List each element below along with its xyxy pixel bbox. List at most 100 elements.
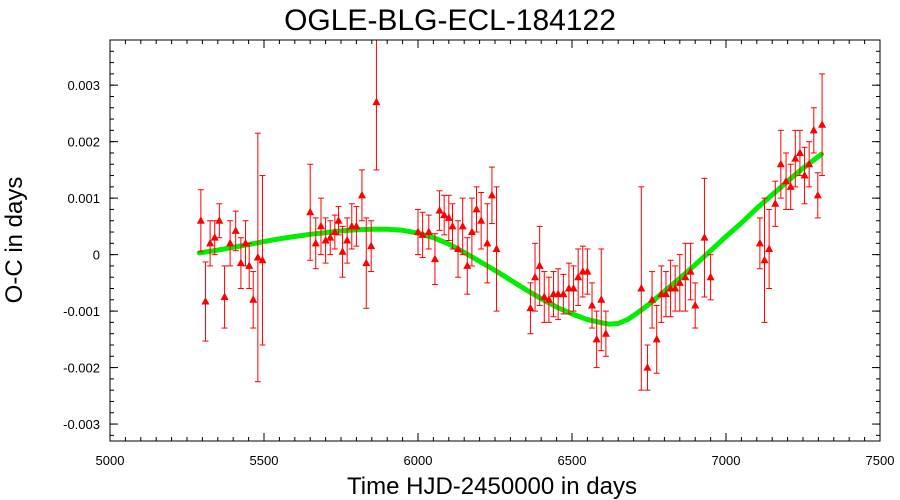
y-axis-label: O-C in days (1, 177, 28, 304)
point-marker (569, 284, 578, 292)
point-marker (526, 303, 535, 312)
data-point (643, 344, 652, 391)
data-point (760, 197, 769, 323)
data-point (306, 163, 315, 261)
data-point (706, 254, 715, 301)
data-point (448, 203, 457, 250)
point-marker (588, 300, 597, 309)
point-marker (771, 199, 780, 207)
point-marker (357, 190, 366, 199)
point-marker (210, 233, 219, 241)
point-marker (648, 295, 657, 303)
point-marker (472, 204, 481, 213)
data-point (454, 220, 463, 278)
x-tick-label: 6000 (404, 453, 433, 468)
point-marker (206, 238, 215, 247)
data-point (472, 186, 481, 233)
point-marker (483, 238, 492, 247)
point-marker (805, 159, 814, 168)
point-marker (795, 148, 804, 156)
data-points-layer (196, 40, 827, 391)
data-point (357, 169, 366, 222)
point-marker (430, 254, 439, 263)
point-marker (418, 230, 427, 238)
data-point (414, 208, 422, 256)
fit-curve-layer (196, 151, 824, 327)
point-marker (601, 329, 610, 337)
point-marker (236, 258, 245, 267)
point-marker (367, 241, 376, 250)
point-marker (306, 207, 315, 216)
data-point (805, 141, 814, 188)
data-point (220, 265, 229, 329)
data-point (440, 194, 449, 236)
data-point (231, 210, 240, 252)
data-point (583, 248, 592, 295)
point-marker (231, 226, 240, 234)
data-point (681, 242, 690, 312)
y-tick-label: 0.001 (67, 191, 100, 206)
point-marker (435, 206, 444, 214)
data-point (544, 276, 553, 323)
data-point (477, 191, 486, 250)
data-point (597, 248, 606, 352)
point-marker (226, 238, 235, 247)
data-point (637, 186, 646, 391)
point-marker (691, 300, 700, 309)
y-tick-label: 0 (93, 248, 100, 263)
data-point (559, 273, 568, 315)
data-point (418, 211, 427, 258)
data-point (755, 217, 764, 270)
point-marker (215, 216, 224, 224)
data-point (367, 220, 376, 273)
point-marker (686, 267, 695, 275)
y-tick-label: 0.003 (67, 78, 100, 93)
data-point (338, 225, 347, 278)
data-point (535, 225, 544, 306)
data-point (362, 217, 371, 309)
point-marker (776, 159, 785, 168)
point-marker (201, 296, 210, 305)
point-marker (782, 176, 791, 185)
x-axis-label: Time HJD-2450000 in days (347, 473, 637, 500)
data-point (588, 282, 597, 329)
y-tick-label: -0.001 (63, 304, 100, 319)
point-marker (372, 97, 381, 106)
point-marker (544, 295, 553, 303)
data-point (241, 220, 250, 267)
data-point (258, 175, 267, 346)
point-marker (809, 125, 818, 134)
data-point (326, 220, 335, 256)
point-marker (487, 190, 496, 199)
chart-title: OGLE-BLG-ECL-184122 (284, 4, 616, 37)
data-point (675, 254, 684, 312)
data-point (316, 197, 325, 256)
data-point (201, 261, 210, 342)
point-marker (196, 216, 205, 224)
point-marker (352, 221, 361, 230)
point-marker (424, 227, 433, 236)
point-marker (554, 289, 563, 298)
point-marker (574, 272, 583, 281)
data-point (492, 186, 501, 312)
data-point (700, 177, 709, 298)
data-point (210, 220, 219, 256)
plot-frame (109, 39, 881, 442)
point-marker (706, 272, 715, 281)
data-point (458, 197, 467, 256)
data-point (691, 282, 700, 329)
point-marker (241, 238, 250, 247)
point-marker (258, 255, 267, 264)
data-point (311, 217, 320, 270)
data-point (795, 129, 804, 177)
data-point (444, 194, 453, 241)
data-point (467, 197, 476, 267)
data-point (424, 214, 433, 250)
point-marker (535, 261, 544, 269)
data-point (435, 190, 444, 231)
point-marker (330, 227, 339, 236)
point-marker (559, 289, 568, 298)
data-point (648, 271, 657, 329)
point-marker (463, 261, 472, 269)
data-point (253, 132, 262, 383)
